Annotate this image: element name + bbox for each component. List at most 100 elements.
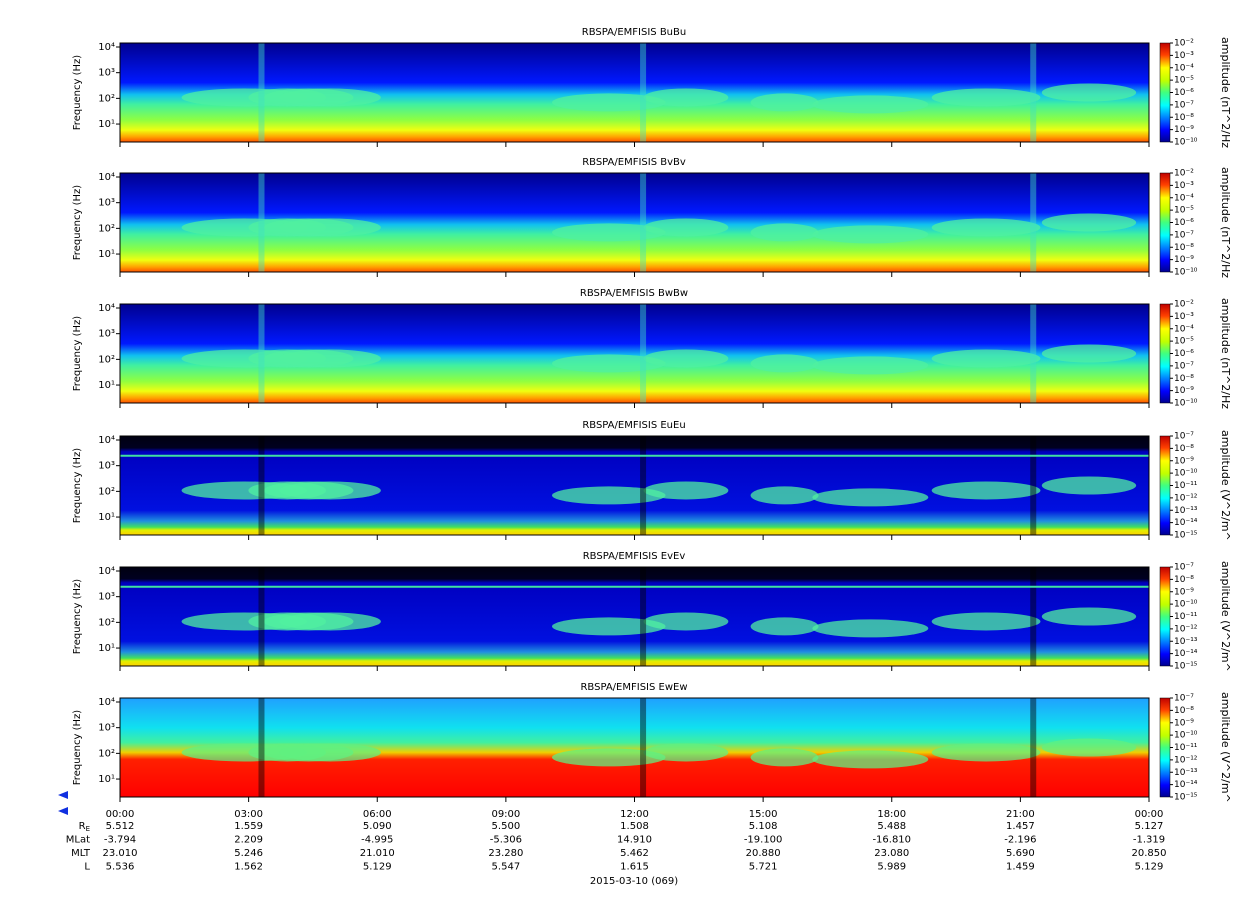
spectrogram-image: [120, 173, 1149, 272]
colorbar-tick-label: 10⁻⁷: [1174, 432, 1194, 442]
spectrogram-feature: [812, 750, 929, 769]
spectrogram-streak: [640, 173, 647, 272]
colorbar-label-group: amplitude (nT^2/Hz): [1219, 167, 1232, 282]
colorbar-tick-label: 10⁻¹³: [1174, 768, 1198, 778]
spectrogram-feature: [643, 349, 729, 368]
x-tick-label: 00:00: [1135, 809, 1164, 820]
spectrogram-streak: [640, 698, 647, 797]
colorbar-tick-label: 10⁻¹¹: [1174, 481, 1198, 491]
spectrogram-feature: [931, 218, 1041, 237]
colorbar-tick-label: 10⁻¹⁵: [1174, 793, 1198, 803]
colorbar-tick-label: 10⁻⁷: [1174, 694, 1194, 704]
x-tick-label: 00:00: [106, 809, 135, 820]
panel-title: RBSPA/EMFISIS BvBv: [582, 157, 686, 168]
spectrogram-streak: [258, 304, 265, 403]
colorbar-tick-label: 10⁻¹⁴: [1174, 780, 1198, 790]
colorbar-tick-label: 10⁻⁴: [1174, 193, 1194, 203]
ephemeris-label-text: R: [79, 821, 86, 832]
ephemeris-value: 5.690: [1006, 848, 1035, 859]
y-tick-label: 10²: [98, 486, 115, 497]
ephemeris-value: 5.721: [749, 862, 778, 873]
panel-title: RBSPA/EMFISIS EvEv: [583, 551, 686, 562]
spectrogram-streak: [1030, 567, 1037, 666]
spectrogram-feature: [1041, 607, 1137, 626]
ephemeris-value: 2.209: [234, 835, 263, 846]
ephemeris-value: 1.508: [620, 821, 649, 832]
y-axis-label: Frequency (Hz): [72, 55, 83, 131]
spectrogram-feature: [750, 617, 819, 636]
y-tick-label: 10²: [98, 93, 115, 104]
spectrogram-feature: [551, 617, 666, 636]
colorbar-tick-label: 10⁻¹⁰: [1174, 138, 1198, 148]
spectrogram-feature: [551, 354, 666, 373]
colorbar-tick-label: 10⁻¹⁵: [1174, 662, 1198, 672]
spectrogram-feature: [279, 349, 381, 368]
colorbar-tick-label: 10⁻¹⁴: [1174, 518, 1198, 528]
colorbar-label: amplitude (V^2/m^2/Hz): [1219, 561, 1232, 701]
x-tick-label: 18:00: [877, 809, 906, 820]
y-tick-label: 10⁴: [98, 42, 115, 53]
colorbar-tick-label: 10⁻⁸: [1174, 706, 1194, 716]
spectrogram-feature: [279, 218, 381, 237]
y-tick-label: 10¹: [98, 643, 115, 654]
spectrogram-streak: [640, 43, 647, 142]
spectrogram-feature: [812, 488, 929, 507]
y-tick-label: 10³: [98, 461, 115, 472]
spectrogram-streak: [1030, 304, 1037, 403]
colorbar-tick-label: 10⁻⁵: [1174, 206, 1194, 216]
spectrogram-feature: [279, 481, 381, 500]
colorbar-label-group: amplitude (V^2/m^2/Hz): [1219, 561, 1232, 701]
spectrogram-image: [120, 304, 1149, 403]
colorbar-tick-label: 10⁻⁹: [1174, 456, 1194, 466]
spectrogram-feature: [643, 481, 729, 500]
colorbar-tick-label: 10⁻⁴: [1174, 324, 1194, 334]
colorbar-label: amplitude (nT^2/Hz): [1219, 37, 1232, 152]
ephemeris-value: -2.196: [1004, 835, 1036, 846]
ephemeris-value: 21.010: [360, 848, 395, 859]
ephemeris-label-text: MLT: [71, 848, 91, 859]
ephemeris-value: 5.500: [492, 821, 521, 832]
ephemeris-label: MLT: [71, 848, 91, 859]
ephemeris-value: -16.810: [872, 835, 911, 846]
spectrogram-image: [120, 436, 1149, 535]
colorbar-label: amplitude (V^2/m^2/Hz): [1219, 430, 1232, 570]
x-tick-label: 09:00: [491, 809, 520, 820]
x-tick-label: 06:00: [363, 809, 392, 820]
colorbar: [1159, 42, 1171, 143]
panel-title: RBSPA/EMFISIS EuEu: [582, 420, 685, 431]
y-tick-label: 10³: [98, 592, 115, 603]
colorbar-tick-label: 10⁻¹⁰: [1174, 399, 1198, 409]
colorbar: [1159, 172, 1171, 273]
colorbar-tick-label: 10⁻³: [1174, 181, 1194, 191]
y-axis-label: Frequency (Hz): [72, 710, 83, 786]
spectrogram-feature: [643, 743, 729, 762]
ephemeris-value: 1.459: [1006, 862, 1035, 873]
colorbar-label: amplitude (nT^2/Hz): [1219, 167, 1232, 282]
spectrogram-streak: [1030, 436, 1037, 535]
ephemeris-value: 1.559: [234, 821, 263, 832]
colorbar-tick-label: 10⁻⁹: [1174, 718, 1194, 728]
colorbar: [1159, 566, 1171, 667]
spectrogram-streak: [1030, 173, 1037, 272]
spectrogram-feature: [931, 481, 1041, 500]
ephemeris-value: 5.989: [877, 862, 906, 873]
ephemeris-value: 23.080: [874, 848, 909, 859]
ephemeris-value: 23.010: [103, 848, 138, 859]
y-tick-label: 10¹: [98, 380, 115, 391]
y-tick-label: 10³: [98, 198, 115, 209]
colorbar-label: amplitude (V^2/m^2/Hz): [1219, 692, 1232, 832]
spectrogram-image: [120, 43, 1149, 142]
spectrogram-feature: [643, 88, 729, 107]
colorbar-tick-label: 10⁻¹¹: [1174, 612, 1198, 622]
ephemeris-value: -4.995: [361, 835, 393, 846]
x-tick-label: 12:00: [620, 809, 649, 820]
y-tick-label: 10¹: [98, 774, 115, 785]
spectrogram-feature: [812, 619, 929, 638]
spectrogram-streak: [258, 173, 265, 272]
spectrogram-streak: [640, 304, 647, 403]
colorbar-tick-label: 10⁻¹⁰: [1174, 600, 1198, 610]
spectrogram-feature: [279, 743, 381, 762]
spectrogram-streak: [258, 436, 265, 535]
colorbar: [1159, 435, 1171, 536]
spectrogram-streak: [640, 436, 647, 535]
